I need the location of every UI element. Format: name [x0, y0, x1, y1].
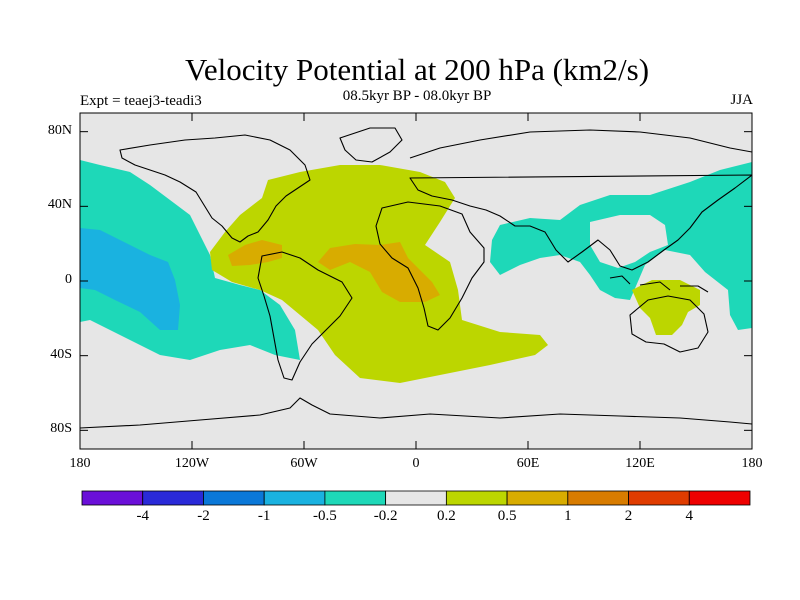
contour-orange-atlantic	[318, 242, 440, 302]
lat-tick-label: 80S	[50, 421, 72, 437]
colorbar-label: -0.2	[373, 508, 398, 524]
coast-antarctica	[80, 397, 752, 429]
contour-orange-caribbean	[228, 240, 282, 266]
lat-tick-label: 80N	[47, 122, 72, 138]
lat-tick-label: 0	[65, 272, 72, 287]
lon-tick-label: 60E	[516, 456, 540, 471]
colorbar-swatch	[142, 490, 204, 506]
lon-tick-label: 60W	[290, 456, 318, 471]
colorbar-label: 2	[624, 508, 633, 524]
season-label: JJA	[730, 92, 753, 108]
lon-tick-label: 180	[69, 456, 91, 471]
lat-tickmarks	[80, 131, 752, 431]
lon-tickmarks	[79, 113, 753, 449]
colorbar-label: -4	[136, 508, 149, 524]
contour-blue-pacific	[80, 228, 180, 330]
contour-yellowgreen-australia	[632, 280, 700, 335]
coast-north-america	[119, 134, 311, 243]
coastlines	[80, 127, 752, 429]
colorbar-swatch	[324, 490, 387, 506]
colorbar	[81, 490, 751, 506]
colorbar-swatch	[445, 490, 508, 506]
colorbar-swatch	[688, 490, 751, 506]
colorbar-label: -2	[197, 508, 210, 524]
colorbar-swatch	[628, 490, 690, 506]
coast-south-america	[257, 251, 353, 381]
colorbar-swatch	[385, 490, 447, 506]
colorbar-label: -1	[257, 508, 271, 524]
lon-tick-label: 0	[412, 456, 420, 471]
lat-tick-label: 40N	[47, 197, 72, 213]
lon-tick-label: 120E	[625, 456, 655, 471]
map-title: Velocity Potential at 200 hPa (km2/s)	[184, 52, 650, 87]
colorbar-swatch	[203, 490, 265, 506]
coast-australia	[629, 295, 709, 353]
coast-greenland	[339, 127, 403, 163]
experiment-label: Expt = teaej3-teadi3	[80, 93, 202, 109]
colorbar-swatch	[81, 490, 144, 506]
colorbar-swatch	[263, 490, 326, 506]
lon-tick-label: 120W	[174, 456, 210, 471]
lat-tick-label: 40S	[50, 346, 72, 362]
contour-cyan-pacific	[80, 160, 300, 360]
colorbar-swatch	[567, 490, 629, 506]
colorbar-label: 4	[685, 508, 694, 524]
colorbar-label: 0.2	[436, 508, 456, 524]
colorbar-label: -0.5	[313, 508, 337, 524]
contour-neutral-asia	[590, 215, 668, 268]
coast-africa	[375, 201, 485, 331]
coast-eurasia	[409, 129, 752, 271]
coast-maritime	[609, 275, 709, 293]
colorbar-label: 1	[564, 508, 572, 524]
map-panel	[80, 113, 752, 449]
colorbar-label: 0.5	[497, 508, 517, 524]
lon-tick-label: 180	[741, 456, 763, 471]
map-subtitle: 08.5kyr BP - 08.0kyr BP	[342, 88, 492, 104]
colorbar-swatch	[506, 490, 569, 506]
